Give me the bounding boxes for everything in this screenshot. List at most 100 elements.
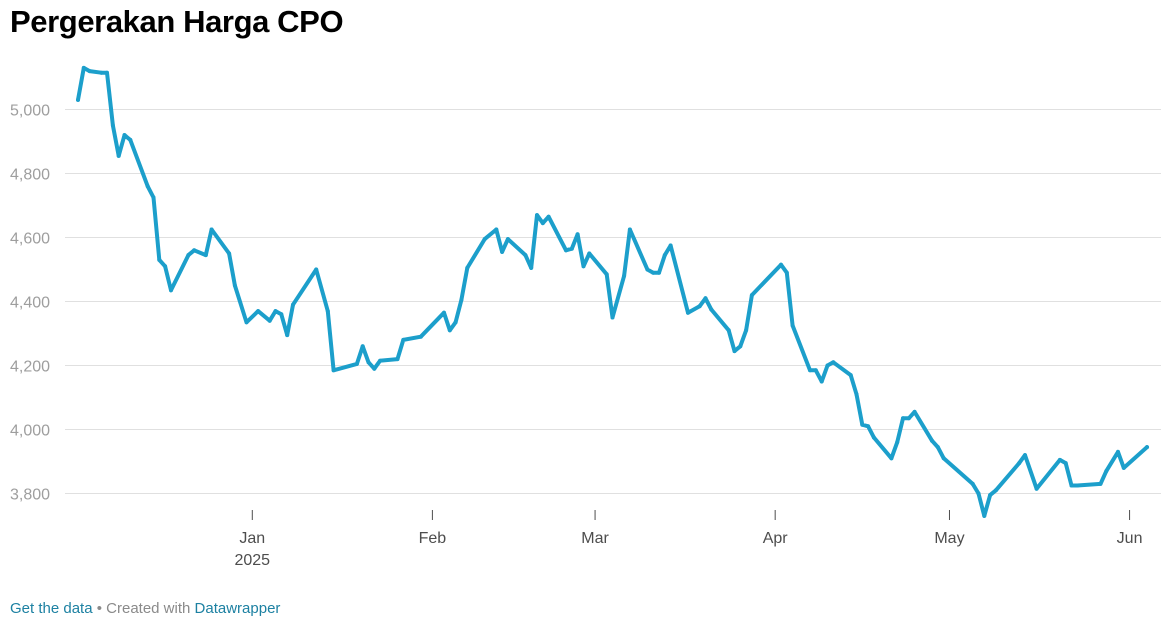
data-point xyxy=(941,456,946,461)
data-point xyxy=(354,361,359,366)
data-point xyxy=(1034,486,1039,491)
data-point xyxy=(447,328,452,333)
data-point xyxy=(744,328,749,333)
data-point xyxy=(99,70,104,75)
data-point xyxy=(982,513,987,518)
data-point xyxy=(895,440,900,445)
data-point xyxy=(401,337,406,342)
data-point xyxy=(227,251,232,256)
data-point xyxy=(970,481,975,486)
data-point xyxy=(808,368,812,373)
data-point xyxy=(645,267,650,272)
y-tick-label: 4,600 xyxy=(10,231,50,248)
data-point xyxy=(442,310,446,315)
data-point xyxy=(622,273,627,278)
data-point xyxy=(540,221,545,226)
data-point xyxy=(662,253,667,258)
x-tick-label: Jun xyxy=(1117,530,1143,547)
data-point xyxy=(203,253,208,258)
data-point xyxy=(784,270,789,275)
data-point xyxy=(697,304,702,309)
data-point xyxy=(1116,449,1120,454)
data-point xyxy=(395,357,400,362)
data-point xyxy=(186,253,191,258)
data-point xyxy=(81,65,86,70)
data-point xyxy=(232,283,237,288)
data-point xyxy=(610,315,615,320)
data-point xyxy=(779,262,783,267)
data-point xyxy=(564,248,568,253)
y-tick-label: 4,400 xyxy=(10,295,50,312)
data-point xyxy=(209,227,214,232)
data-point xyxy=(726,328,731,333)
data-point xyxy=(169,288,173,293)
data-point xyxy=(453,320,458,325)
data-point xyxy=(906,416,911,421)
data-point xyxy=(192,248,197,253)
x-tick-sublabel: 2025 xyxy=(234,552,270,569)
data-point xyxy=(854,392,859,397)
data-point xyxy=(819,379,824,384)
data-point xyxy=(494,227,499,232)
data-point xyxy=(122,133,127,138)
data-point xyxy=(500,249,505,254)
data-point xyxy=(378,358,383,363)
data-point xyxy=(1069,483,1074,488)
data-point xyxy=(267,318,272,323)
data-point xyxy=(372,366,377,371)
data-point xyxy=(825,363,830,368)
data-point xyxy=(535,213,539,218)
y-tick-label: 4,000 xyxy=(10,423,50,440)
grid-lines xyxy=(65,109,1161,494)
x-tick-label: Feb xyxy=(419,530,447,547)
get-data-link[interactable]: Get the data xyxy=(10,600,93,617)
data-point xyxy=(325,309,330,314)
data-point xyxy=(627,227,632,232)
data-point xyxy=(604,272,609,277)
data-point xyxy=(930,438,934,443)
data-point xyxy=(738,344,743,349)
data-point xyxy=(331,368,336,373)
footer-separator: • Created with xyxy=(92,600,195,617)
data-point xyxy=(686,310,690,315)
y-tick-label: 4,200 xyxy=(10,359,50,376)
data-point xyxy=(709,307,714,312)
y-axis: 3,800 4,000 4,200 4,400 4,600 4,800 5,000 xyxy=(10,103,50,504)
datawrapper-link[interactable]: Datawrapper xyxy=(194,600,281,617)
y-tick-label: 5,000 xyxy=(10,103,50,120)
data-point xyxy=(831,360,836,365)
data-point xyxy=(993,488,998,493)
x-tick-label: Mar xyxy=(581,530,609,547)
data-point xyxy=(1098,481,1103,486)
data-point xyxy=(465,265,470,270)
series-layer xyxy=(76,65,1149,518)
data-point xyxy=(889,456,894,461)
data-point xyxy=(703,296,708,301)
data-point xyxy=(575,232,580,237)
data-point xyxy=(732,349,737,354)
data-point xyxy=(145,184,150,189)
data-point xyxy=(529,265,534,270)
data-point xyxy=(314,267,319,272)
data-point xyxy=(151,195,156,200)
data-point xyxy=(668,243,673,248)
data-point xyxy=(1063,461,1068,466)
data-point xyxy=(157,257,162,262)
data-point xyxy=(546,214,551,219)
data-point xyxy=(105,70,109,75)
data-point xyxy=(505,237,510,242)
data-point xyxy=(273,309,278,314)
chart-title: Pergerakan Harga CPO xyxy=(10,4,344,39)
data-point xyxy=(116,153,121,158)
y-tick-label: 4,800 xyxy=(10,167,50,184)
data-point xyxy=(871,435,876,440)
data-point xyxy=(244,320,249,325)
data-point xyxy=(360,344,365,349)
data-point xyxy=(866,424,871,429)
data-point xyxy=(128,137,133,142)
data-point xyxy=(587,251,592,256)
data-point xyxy=(976,491,981,496)
data-point xyxy=(459,297,464,302)
data-point xyxy=(1104,469,1109,474)
